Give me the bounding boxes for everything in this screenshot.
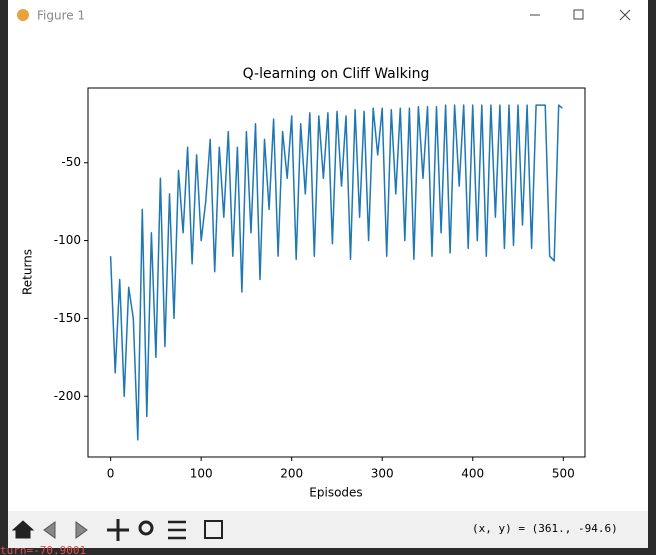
x-tick-label: 300 (371, 467, 394, 481)
x-tick-label: 0 (107, 467, 115, 481)
app-icon (17, 9, 29, 21)
maximize-button[interactable] (573, 9, 584, 20)
terminal-text: turn=-70.9001 (0, 544, 86, 555)
toolbar-buttons (11, 519, 223, 541)
window-title: Figure 1 (37, 9, 85, 23)
y-tick-label: -200 (54, 389, 81, 403)
save-button[interactable] (204, 520, 223, 539)
x-tick-label: 100 (190, 467, 213, 481)
x-tick-label: 200 (280, 467, 303, 481)
y-axis-label: Returns (21, 249, 35, 295)
home-button[interactable] (11, 520, 35, 539)
x-tick-label: 500 (552, 467, 575, 481)
forward-button[interactable] (75, 521, 88, 539)
line-series (109, 104, 563, 441)
y-tick-label: -100 (54, 233, 81, 247)
x-tick-label: 400 (461, 467, 484, 481)
cursor-status: (x, y) = (361., -94.6) (472, 522, 618, 535)
configure-button[interactable] (168, 520, 186, 540)
axes-frame (87, 87, 586, 458)
x-axis-label: Episodes (309, 486, 362, 500)
back-button[interactable] (43, 521, 56, 539)
chart-title: Q-learning on Cliff Walking (243, 66, 430, 82)
y-tick-label: -150 (54, 311, 81, 325)
pan-button[interactable] (107, 519, 129, 541)
close-button[interactable] (619, 9, 631, 21)
plot: 0 100 200 300 400 500 -200 -150 -100 -50 (54, 104, 575, 481)
y-tick-label: -50 (61, 155, 81, 169)
zoom-button[interactable] (138, 520, 154, 536)
